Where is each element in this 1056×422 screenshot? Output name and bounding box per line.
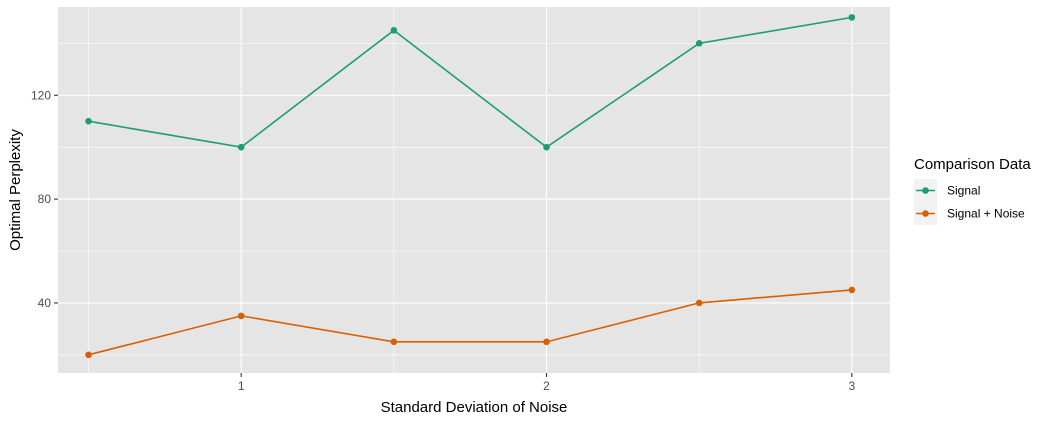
series-line-signal-noise	[88, 289, 852, 356]
series-layer	[85, 14, 856, 359]
y-tick-label: 40	[38, 296, 52, 310]
legend-label: Signal	[947, 184, 980, 198]
data-point-signal	[390, 27, 398, 34]
data-point-signal	[848, 14, 856, 21]
x-tick-label: 1	[238, 379, 245, 393]
axis-ticks	[54, 94, 853, 377]
data-point-signal	[237, 143, 245, 151]
legend-key-point	[922, 187, 929, 194]
series-signal-noise	[85, 286, 856, 359]
data-point-signal-noise	[390, 338, 398, 346]
legend-key-point	[922, 210, 929, 217]
x-axis-title: Standard Deviation of Noise	[381, 399, 568, 416]
series-line-signal	[88, 16, 852, 149]
data-point-signal-noise	[85, 351, 92, 359]
data-point-signal-noise	[848, 286, 856, 294]
legend-items: Signal Signal + Noise	[914, 179, 1025, 225]
y-axis-title: Optimal Perplexity	[7, 129, 24, 251]
plot-panel	[58, 7, 890, 373]
data-point-signal-noise	[695, 299, 703, 307]
data-point-signal-noise	[543, 338, 550, 346]
legend-title: Comparison Data	[914, 156, 1031, 173]
data-point-signal	[695, 40, 703, 47]
legend-item-signal-noise: Signal + Noise	[914, 202, 1025, 225]
legend: Comparison Data Signal Signal + Noise	[914, 156, 1031, 225]
minor-gridlines	[58, 7, 890, 373]
series-signal	[85, 14, 856, 151]
data-point-signal-noise	[237, 312, 245, 320]
y-tick-label: 80	[38, 192, 52, 206]
data-point-signal	[85, 117, 92, 125]
x-tick-label: 3	[848, 379, 855, 393]
legend-item-signal: Signal	[914, 179, 980, 202]
major-gridlines	[58, 7, 890, 373]
legend-label: Signal + Noise	[947, 207, 1025, 221]
y-tick-label: 120	[31, 88, 51, 102]
tick-labels: 1 2 3 40 80 120	[31, 88, 856, 393]
x-tick-label: 2	[543, 379, 550, 393]
data-point-signal	[543, 143, 550, 151]
